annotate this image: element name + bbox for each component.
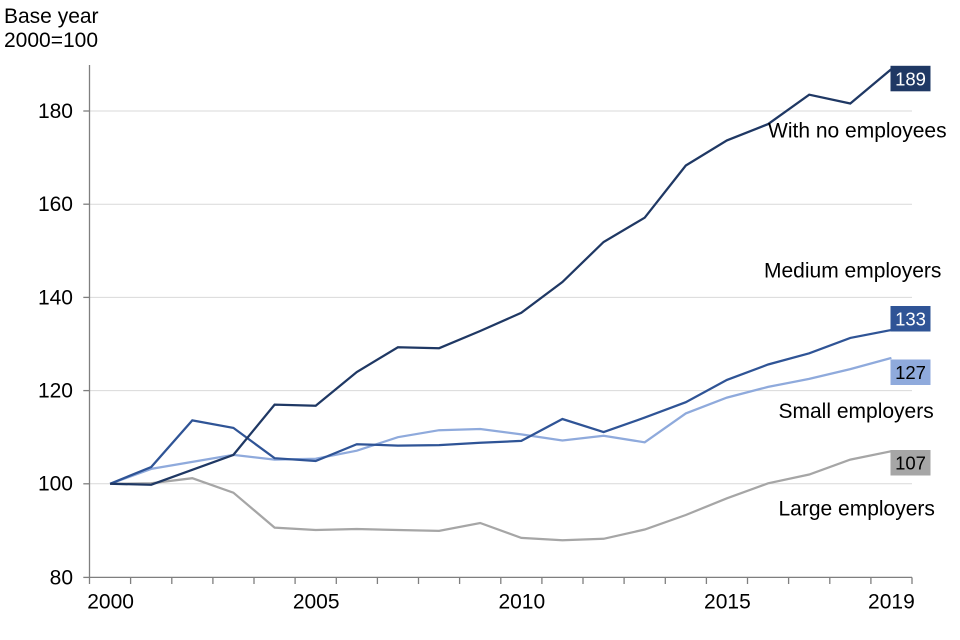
svg-text:133: 133	[895, 309, 926, 330]
svg-text:189: 189	[895, 68, 926, 89]
svg-text:2000: 2000	[87, 590, 134, 613]
svg-text:2000=100: 2000=100	[4, 29, 98, 52]
svg-text:Base year: Base year	[4, 5, 99, 28]
svg-text:140: 140	[38, 286, 73, 309]
svg-text:Large employers: Large employers	[779, 498, 935, 521]
svg-text:With no employees: With no employees	[768, 120, 947, 143]
svg-text:2010: 2010	[498, 590, 545, 613]
svg-text:107: 107	[895, 453, 926, 474]
svg-text:180: 180	[38, 100, 73, 123]
svg-text:Medium employers: Medium employers	[764, 260, 941, 283]
svg-text:120: 120	[38, 380, 73, 403]
svg-text:127: 127	[895, 362, 926, 383]
svg-text:80: 80	[50, 566, 73, 589]
svg-text:Small employers: Small employers	[779, 400, 934, 423]
svg-text:2015: 2015	[704, 590, 751, 613]
svg-text:160: 160	[38, 193, 73, 216]
svg-text:2019: 2019	[868, 590, 915, 613]
svg-text:100: 100	[38, 473, 73, 496]
svg-text:2005: 2005	[293, 590, 340, 613]
